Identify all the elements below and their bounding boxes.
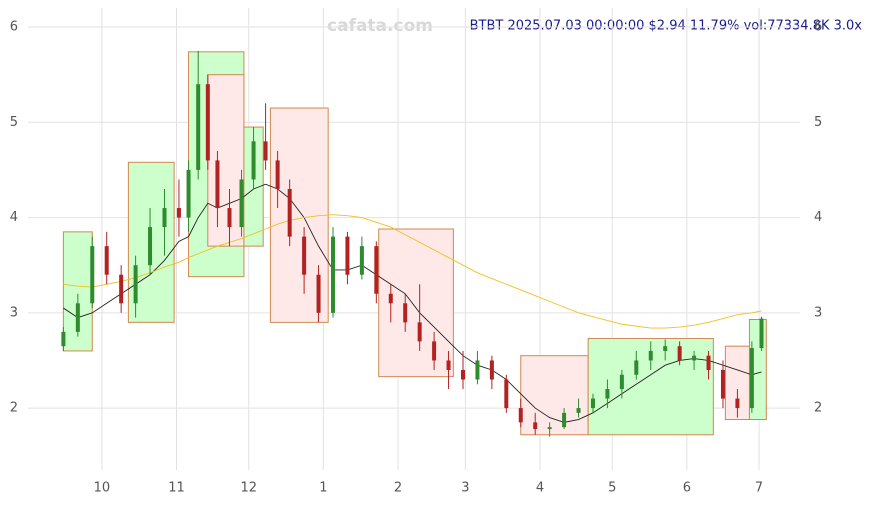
- candle-body: [275, 160, 280, 189]
- candle-body: [677, 346, 682, 361]
- y-tick-label: 5: [10, 115, 18, 130]
- x-tick-label: 6: [683, 481, 691, 496]
- y-tick-label: 4: [10, 210, 18, 225]
- candle-body: [345, 236, 350, 275]
- candle-body: [547, 427, 552, 430]
- candle-body: [460, 369, 465, 380]
- x-tick-label: 5: [608, 481, 616, 496]
- y-tick-label-right: 4: [814, 210, 822, 225]
- candle-body: [562, 412, 567, 428]
- candle-body: [359, 246, 364, 275]
- candle-body: [176, 208, 181, 218]
- candle-body: [533, 422, 538, 430]
- candle-body: [749, 348, 754, 409]
- candle-body: [576, 408, 581, 413]
- candle-body: [90, 246, 95, 304]
- candle-body: [663, 346, 668, 351]
- candle-body: [692, 355, 697, 361]
- candle-body: [162, 208, 167, 228]
- candle-body: [133, 265, 138, 304]
- candle-body: [619, 374, 624, 390]
- candle-body: [403, 303, 408, 323]
- candle-body: [735, 398, 740, 409]
- chart-title: BTBT 2025.07.03 00:00:00 $2.94 11.79% vo…: [470, 19, 863, 34]
- candle-body: [417, 322, 422, 342]
- candle-body: [61, 331, 66, 347]
- candle-body: [263, 141, 268, 161]
- moving-average: [63, 183, 762, 423]
- candle-body: [287, 188, 292, 237]
- candle-body: [388, 293, 393, 304]
- candle-body: [446, 360, 451, 370]
- watermark: cafata.com: [327, 16, 433, 36]
- x-tick-label: 1: [319, 481, 327, 496]
- candle-body: [227, 208, 232, 228]
- candle-body: [590, 398, 595, 409]
- x-tick-label: 7: [755, 481, 763, 496]
- candle-body: [239, 179, 244, 228]
- candle-body: [518, 408, 523, 423]
- y-tick-label-right: 5: [814, 115, 822, 130]
- candle-body: [605, 389, 610, 399]
- candle-body: [75, 303, 80, 332]
- y-tick-label: 3: [10, 305, 18, 320]
- y-tick-label-right: 2: [814, 401, 822, 416]
- y-tick-label: 2: [10, 401, 18, 416]
- candle-body: [104, 246, 109, 275]
- moving-average: [63, 214, 762, 329]
- candle-body: [634, 360, 639, 375]
- candle-body: [316, 274, 321, 313]
- candle-body: [432, 341, 437, 361]
- zone: [207, 74, 245, 247]
- y-tick-label: 6: [10, 20, 18, 35]
- y-tick-label-right: 6: [814, 20, 822, 35]
- candle-body: [504, 379, 509, 409]
- zone: [520, 355, 589, 436]
- candle-body: [205, 84, 210, 161]
- candle-body: [374, 246, 379, 294]
- x-tick-label: 4: [536, 481, 544, 496]
- candle-body: [148, 227, 153, 266]
- candle-body: [119, 274, 124, 304]
- candle-body: [475, 360, 480, 380]
- y-tick-label-right: 3: [814, 305, 822, 320]
- candle-body: [759, 318, 764, 349]
- candle-body: [196, 84, 201, 170]
- x-tick-label: 2: [394, 481, 402, 496]
- candle-body: [720, 369, 725, 399]
- candle-body: [302, 236, 307, 275]
- candle-body: [186, 169, 191, 218]
- candle-body: [648, 350, 653, 361]
- candle-body: [215, 160, 220, 209]
- x-tick-label: 11: [168, 481, 185, 496]
- candle-body: [251, 141, 256, 180]
- candle-body: [706, 355, 711, 370]
- x-tick-label: 10: [94, 481, 111, 496]
- x-tick-label: 3: [461, 481, 469, 496]
- candle-body: [330, 236, 335, 313]
- x-tick-label: 12: [240, 481, 257, 496]
- candle-body: [489, 360, 494, 380]
